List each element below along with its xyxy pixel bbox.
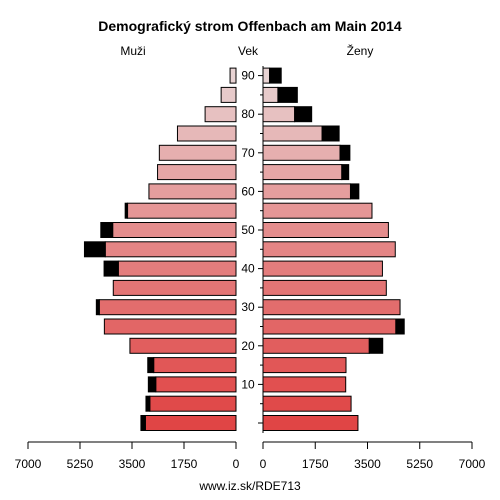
male-excess-40-44 — [103, 260, 119, 277]
footer-url: www.iz.sk/RDE713 — [198, 479, 301, 493]
x-tick-label-right-1750: 1750 — [302, 457, 329, 471]
male-bar-5-9 — [149, 395, 237, 412]
x-tick-label-left-0: 0 — [233, 457, 240, 471]
male-bar-60-64 — [148, 183, 237, 200]
female-bar-5-9 — [262, 395, 352, 412]
age-label-50: 50 — [241, 223, 255, 237]
age-label-10: 10 — [241, 377, 255, 391]
male-excess-30-34 — [95, 299, 100, 316]
female-bar-85-89 — [262, 86, 279, 103]
x-tick-label-left-1750: 1750 — [171, 457, 198, 471]
right-label: Ženy — [347, 43, 374, 58]
male-bar-10-14 — [155, 376, 237, 393]
male-excess-45-49 — [83, 241, 106, 258]
age-label-30: 30 — [241, 300, 255, 314]
male-bar-90+ — [229, 67, 237, 84]
bars-group — [83, 67, 405, 431]
female-bar-25-29 — [262, 318, 397, 335]
female-bar-15-19 — [262, 357, 347, 374]
male-bar-70-74 — [158, 144, 237, 161]
male-bar-50-54 — [112, 222, 237, 238]
female-excess-75-79 — [321, 125, 340, 142]
male-bar-55-59 — [127, 202, 237, 219]
female-bar-50-54 — [262, 222, 389, 238]
male-bar-30-34 — [98, 299, 237, 316]
female-excess-85-89 — [277, 86, 298, 103]
female-bar-45-49 — [262, 241, 396, 258]
male-excess-15-19 — [147, 357, 155, 374]
male-bar-65-69 — [157, 164, 237, 181]
male-bar-0-4 — [144, 415, 237, 431]
chart-title: Demografický strom Offenbach am Main 201… — [98, 18, 402, 34]
female-bar-35-39 — [262, 279, 387, 296]
axes-group: 7000 5250 3500 1750 0 0 1750 3500 5250 7000 10 20 30… — [15, 66, 486, 471]
female-excess-80-84 — [294, 106, 313, 123]
female-bar-10-14 — [262, 376, 347, 393]
female-bar-70-74 — [262, 144, 341, 161]
age-label-90: 90 — [241, 69, 255, 83]
x-tick-label-right-0: 0 — [260, 457, 267, 471]
age-label-70: 70 — [241, 146, 255, 160]
female-bar-0-4 — [262, 415, 359, 431]
x-tick-label-left-3500: 3500 — [119, 457, 146, 471]
male-bar-20-24 — [129, 337, 237, 354]
male-bar-80-84 — [204, 106, 237, 123]
male-bar-15-19 — [153, 357, 237, 374]
female-bar-40-44 — [262, 260, 383, 277]
female-bar-80-84 — [262, 106, 296, 123]
male-excess-50-54 — [100, 222, 114, 238]
x-tick-label-left-7000: 7000 — [15, 457, 42, 471]
female-bar-90+ — [262, 67, 271, 84]
male-excess-0-4 — [140, 415, 146, 431]
age-label-80: 80 — [241, 107, 255, 121]
x-tick-label-right-7000: 7000 — [459, 457, 486, 471]
male-bar-25-29 — [103, 318, 237, 335]
female-bar-30-34 — [262, 299, 401, 316]
male-bar-35-39 — [112, 279, 237, 296]
female-excess-90+ — [269, 67, 282, 84]
male-bar-45-49 — [104, 241, 237, 258]
male-bar-75-79 — [176, 125, 237, 142]
female-excess-70-74 — [339, 144, 351, 161]
age-label-60: 60 — [241, 184, 255, 198]
male-bar-85-89 — [220, 86, 237, 103]
female-excess-60-64 — [349, 183, 360, 200]
male-excess-10-14 — [147, 376, 157, 393]
male-excess-5-9 — [145, 395, 151, 412]
x-tick-label-right-5250: 5250 — [406, 457, 433, 471]
female-excess-20-24 — [368, 337, 384, 354]
female-excess-65-69 — [341, 164, 350, 181]
female-bar-65-69 — [262, 164, 343, 181]
male-excess-55-59 — [124, 202, 129, 219]
age-label-40: 40 — [241, 262, 255, 276]
female-excess-25-29 — [395, 318, 405, 335]
x-tick-label-right-3500: 3500 — [354, 457, 381, 471]
x-tick-label-left-5250: 5250 — [67, 457, 94, 471]
female-bar-75-79 — [262, 125, 323, 142]
female-bar-55-59 — [262, 202, 373, 219]
age-label-20: 20 — [241, 339, 255, 353]
left-label: Muži — [120, 44, 145, 58]
male-bar-40-44 — [117, 260, 237, 277]
female-bar-20-24 — [262, 337, 370, 354]
female-bar-60-64 — [262, 183, 351, 200]
center-label: Vek — [238, 44, 259, 58]
